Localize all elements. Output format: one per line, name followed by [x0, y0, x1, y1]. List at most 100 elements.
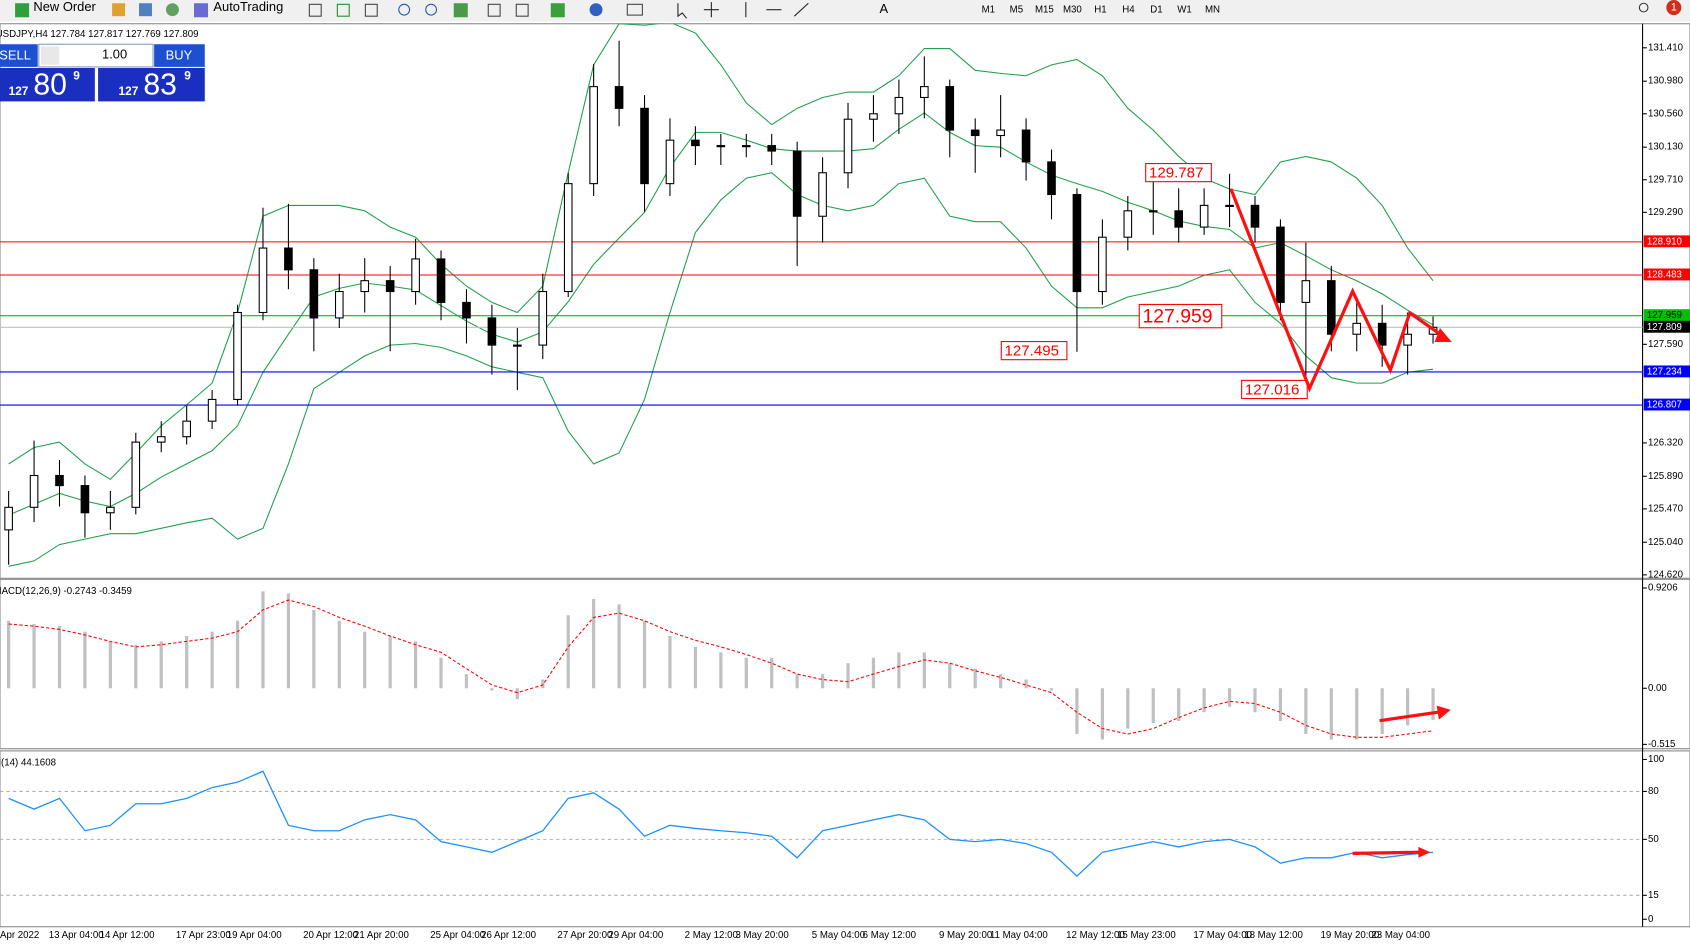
zoom-in[interactable]	[398, 3, 411, 16]
candle-body	[818, 172, 827, 217]
icon[interactable]	[336, 3, 350, 17]
candle-body	[716, 145, 726, 148]
sell-button[interactable]: SELL	[0, 48, 31, 63]
icon[interactable]	[364, 3, 378, 17]
text-tool[interactable]: A	[879, 1, 888, 16]
sell-price-pips: 80	[33, 68, 67, 101]
x-tick-label: 6 May 12:00	[863, 930, 917, 941]
new-order-button[interactable]: New Order	[33, 0, 96, 14]
y-tick-label: 125.040	[1648, 537, 1684, 548]
autotrading-icon[interactable]	[194, 3, 209, 18]
level-tag	[1643, 398, 1690, 411]
y-tick-label: 130.980	[1648, 76, 1684, 87]
candle-body	[1276, 226, 1285, 303]
annotation-box	[1000, 341, 1068, 361]
level-tag-label: 126.807	[1647, 400, 1682, 411]
timeframe-button[interactable]: M1	[982, 4, 995, 15]
icon[interactable]	[112, 3, 126, 17]
indicator-title: RSI(14) 44.1608	[0, 757, 56, 768]
search-icon[interactable]	[1638, 2, 1649, 13]
x-tick-label: 17 May 04:00	[1193, 930, 1252, 941]
candle-body	[1199, 204, 1209, 228]
macd-arrow	[1379, 710, 1440, 723]
candle-body	[1403, 333, 1412, 346]
candle-body	[487, 317, 497, 346]
autotrading-button[interactable]: AutoTrading	[213, 0, 283, 14]
timeframe-button[interactable]: W1	[1177, 4, 1192, 15]
candle-body	[1123, 210, 1133, 238]
timeframe-button[interactable]: M5	[1010, 4, 1023, 15]
new-order-icon[interactable]	[15, 3, 30, 18]
rsi-arrow	[1352, 850, 1421, 855]
candle-body	[258, 247, 268, 314]
candle-body	[691, 139, 700, 147]
buy-button[interactable]: BUY	[166, 48, 193, 63]
arrow-head	[1418, 846, 1431, 858]
level-tag	[1643, 235, 1690, 248]
main-plot: 129.787 127.959 127.495 127.016	[0, 23, 1643, 567]
x-tick-label: 11 May 04:00	[990, 930, 1049, 941]
level-tag	[1643, 320, 1690, 333]
candle-body	[436, 258, 446, 303]
timeframe-button[interactable]: MN	[1205, 4, 1220, 15]
trendline-tool[interactable]	[793, 2, 809, 17]
macd-panel-border	[0, 578, 1690, 750]
sell-button-bg[interactable]	[0, 44, 38, 67]
lot-size[interactable]: 1.00	[102, 46, 127, 61]
buy-price-box[interactable]	[98, 67, 205, 102]
level-tag-label: 128.483	[1647, 270, 1682, 281]
candle-body	[156, 436, 166, 443]
rsi-line	[8, 770, 1434, 878]
notification-badge[interactable]	[1666, 0, 1682, 16]
icon[interactable]	[515, 3, 529, 17]
candle-body	[1072, 193, 1082, 293]
candle-body	[29, 474, 39, 508]
timeframes: M1 M5 M15 M30 H1 H4 D1 W1 MN	[982, 4, 1220, 15]
timeframe-button[interactable]: H1	[1094, 4, 1106, 15]
timeframe-button[interactable]: M30	[1063, 4, 1082, 15]
candle-body	[843, 118, 853, 174]
y-tick-label: 126.320	[1648, 437, 1684, 448]
level-tag	[1643, 365, 1690, 378]
zigzag-arrow	[1229, 188, 1444, 393]
icon[interactable]	[165, 3, 179, 17]
level-tag-label: 127.234	[1647, 367, 1683, 378]
lot-field[interactable]	[38, 43, 154, 68]
timeframe-button[interactable]: M15	[1035, 4, 1054, 15]
icon[interactable]	[626, 3, 643, 16]
candle-body	[1174, 210, 1183, 228]
y-tick-label: 127.590	[1648, 339, 1684, 350]
zoom-out[interactable]	[425, 3, 438, 16]
candle-body	[792, 150, 802, 217]
candle-body	[131, 441, 141, 508]
annotation-box	[1138, 303, 1223, 329]
candle-body	[182, 420, 191, 438]
timeframe-button[interactable]: D1	[1150, 4, 1162, 15]
icon[interactable]	[453, 3, 468, 18]
candle-body	[233, 311, 242, 400]
icon[interactable]	[550, 3, 565, 18]
x-tick-label: 9 May 20:00	[939, 930, 993, 941]
candle-body	[538, 290, 548, 346]
x-tick-label: 15 May 23:00	[1117, 930, 1176, 941]
sell-price-box[interactable]	[0, 67, 95, 102]
icon[interactable]	[589, 3, 603, 17]
y-tick-label: 15	[1648, 890, 1659, 901]
x-tick-label: 23 May 04:00	[1371, 930, 1430, 941]
lot-dropdown[interactable]	[40, 46, 60, 65]
candle-body	[55, 474, 64, 487]
icon[interactable]	[487, 3, 501, 17]
level-tag-label: 127.809	[1647, 322, 1682, 333]
candle-body	[1377, 322, 1387, 346]
candle-body	[869, 113, 878, 120]
icon[interactable]	[139, 3, 152, 17]
cursor-tool[interactable]	[677, 3, 687, 19]
level-tag	[1643, 309, 1690, 322]
icon[interactable]	[308, 3, 322, 17]
rsi-plot	[0, 770, 1643, 896]
macd-plot	[7, 591, 1435, 740]
candle-body	[106, 506, 115, 514]
timeframe-button[interactable]: H4	[1122, 4, 1135, 15]
crosshair-tool[interactable]	[703, 2, 719, 18]
buy-button-bg[interactable]	[154, 44, 205, 67]
